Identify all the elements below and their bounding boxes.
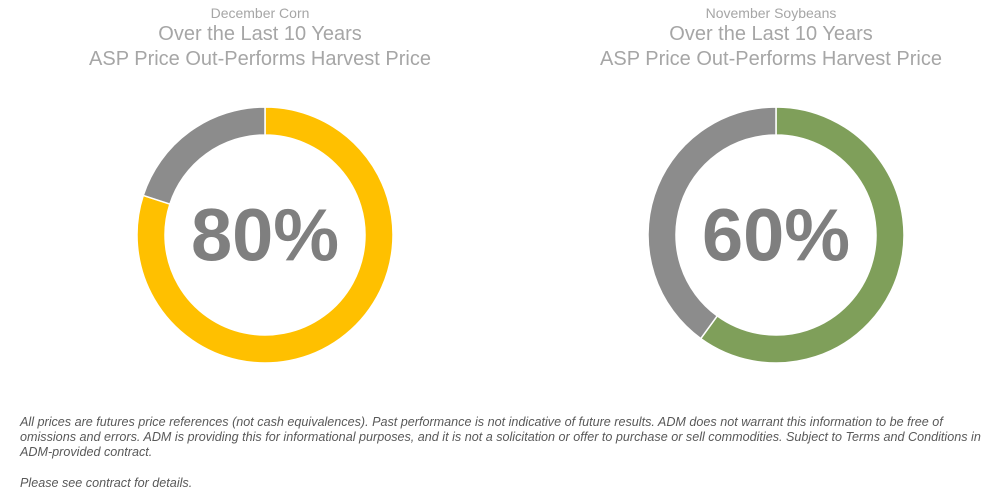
donut-slice-0: [136, 106, 394, 364]
chart-title-line-1: Over the Last 10 Years: [158, 23, 362, 45]
center-percent-label: 80%: [191, 194, 339, 277]
chart-title-line-2: ASP Price Out-Performs Harvest Price: [89, 48, 431, 70]
center-percent-label: 60%: [702, 194, 850, 277]
chart-panel-corn: December Corn Over the Last 10 Years ASP…: [10, 0, 510, 400]
chart-subtitle: December Corn: [210, 5, 310, 21]
chart-panel-soybeans: November Soybeans Over the Last 10 Years…: [521, 0, 1000, 400]
chart-header: November Soybeans Over the Last 10 Years…: [521, 4, 1000, 72]
donut-slice-0: [699, 106, 905, 364]
chart-subtitle: November Soybeans: [705, 5, 837, 21]
donut-slice-1: [647, 106, 777, 340]
disclaimer-text: All prices are futures price references …: [20, 415, 985, 460]
chart-header: December Corn Over the Last 10 Years ASP…: [10, 4, 510, 72]
chart-title-line-1: Over the Last 10 Years: [669, 23, 873, 45]
disclaimer-paragraph: All prices are futures price references …: [20, 415, 981, 459]
donut-slice-1: [142, 106, 266, 206]
donut-chart-corn: 80%: [136, 106, 394, 364]
contract-note: Please see contract for details.: [20, 476, 193, 490]
chart-title-line-2: ASP Price Out-Performs Harvest Price: [600, 48, 942, 70]
donut-chart-soybeans: 60%: [647, 106, 905, 364]
